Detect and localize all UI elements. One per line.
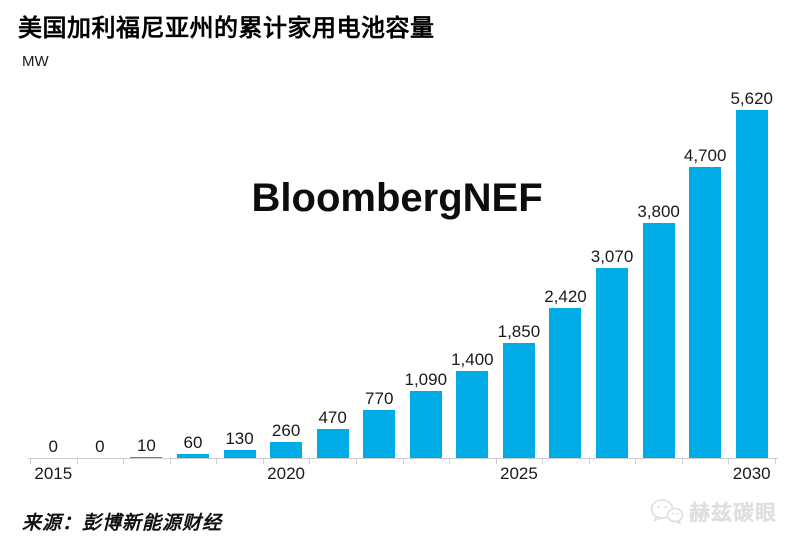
- bar-value-label: 1,090: [404, 369, 448, 389]
- bar-slot-2023: 1,090: [403, 371, 450, 458]
- x-axis-tick: [728, 459, 730, 464]
- bar-slot-2024: 1,400: [449, 351, 496, 458]
- bar-slot-2019: 130: [216, 430, 263, 458]
- bar-slot-2017: 10: [123, 437, 170, 458]
- bar-value-label: 1,400: [451, 350, 494, 370]
- x-axis-tick: [30, 459, 31, 464]
- bar-value-label: 1,850: [497, 322, 541, 342]
- x-axis-tick: [76, 459, 78, 464]
- x-axis-tick: [402, 459, 404, 464]
- bar-slot-2022: 770: [356, 390, 403, 458]
- bar-value-label: 470: [318, 407, 347, 427]
- bar-slot-2030: 5,620: [728, 90, 775, 458]
- wechat-icon: [650, 499, 684, 525]
- x-axis-tick: [542, 459, 544, 464]
- bar: [270, 441, 303, 458]
- bar-slot-2015: 0: [30, 438, 77, 458]
- bar-slot-2016: 0: [77, 438, 124, 458]
- x-axis: [28, 458, 778, 459]
- bar-slot-2025: 1,850: [496, 323, 543, 458]
- bar: [596, 267, 629, 458]
- x-axis-tick: [449, 459, 451, 464]
- bar-chart: 0 0 10 60 130 260 470 770 1,090 1,400 1,850 2,420 3,…: [30, 58, 775, 458]
- x-axis-label-2015: 2015: [34, 464, 73, 483]
- bar-value-label: 5,620: [730, 89, 773, 108]
- bar-value-label: 60: [183, 433, 203, 453]
- bar: [223, 449, 256, 458]
- bar-value-label: 770: [365, 389, 394, 409]
- x-axis-tick: [775, 459, 776, 464]
- bar-slot-2028: 3,800: [635, 203, 682, 458]
- x-axis-tick: [355, 459, 357, 464]
- page-title: 美国加利福尼亚州的累计家用电池容量: [18, 15, 435, 42]
- y-axis-unit-label: MW: [22, 53, 49, 70]
- bar: [316, 428, 349, 458]
- bar-slot-2021: 470: [309, 409, 356, 458]
- bar-value-label: 0: [95, 437, 105, 456]
- bar-slot-2029: 4,700: [682, 147, 729, 458]
- bar: [409, 390, 442, 458]
- bar-value-label: 0: [48, 437, 59, 456]
- x-axis-label-2020: 2020: [267, 464, 306, 483]
- bar-slot-2018: 60: [170, 434, 217, 458]
- x-axis-tick: [495, 459, 497, 464]
- x-axis-label-2025: 2025: [499, 464, 538, 483]
- x-axis-tick: [681, 459, 683, 464]
- bar-value-label: 3,070: [590, 246, 634, 266]
- bar-value-label: 4,700: [683, 145, 727, 165]
- bar-value-label: 2,420: [544, 287, 587, 307]
- bar-value-label: 3,800: [637, 201, 680, 221]
- bar: [689, 166, 722, 458]
- bar-slot-2027: 3,070: [589, 248, 636, 458]
- bar: [363, 410, 396, 458]
- x-axis-tick: [169, 459, 171, 464]
- bar-value-label: 10: [136, 436, 156, 456]
- bar: [502, 343, 535, 458]
- brand-watermark-label: 赫兹碳眼: [689, 502, 777, 525]
- bar: [642, 222, 675, 458]
- bar-value-label: 260: [271, 420, 301, 440]
- x-axis-tick: [262, 459, 264, 464]
- x-axis-tick: [588, 459, 590, 464]
- x-axis-label-2030: 2030: [732, 464, 771, 483]
- x-axis-tick: [635, 459, 637, 464]
- bar: [130, 457, 163, 458]
- bloombergnef-watermark: BloombergNEF: [251, 176, 543, 220]
- brand-watermark: 赫兹碳眼: [650, 497, 777, 527]
- bar-value-label: 130: [225, 428, 254, 448]
- bar-slot-2020: 260: [263, 422, 310, 458]
- bar: [549, 308, 582, 458]
- bar: [456, 371, 489, 458]
- x-axis-tick: [309, 459, 311, 464]
- x-axis-tick: [123, 459, 125, 464]
- source-label: 来源：彭博新能源财经: [22, 513, 223, 534]
- bar: [176, 454, 209, 458]
- bar: [735, 110, 768, 458]
- bar-slot-2026: 2,420: [542, 288, 589, 458]
- x-axis-tick: [216, 459, 218, 464]
